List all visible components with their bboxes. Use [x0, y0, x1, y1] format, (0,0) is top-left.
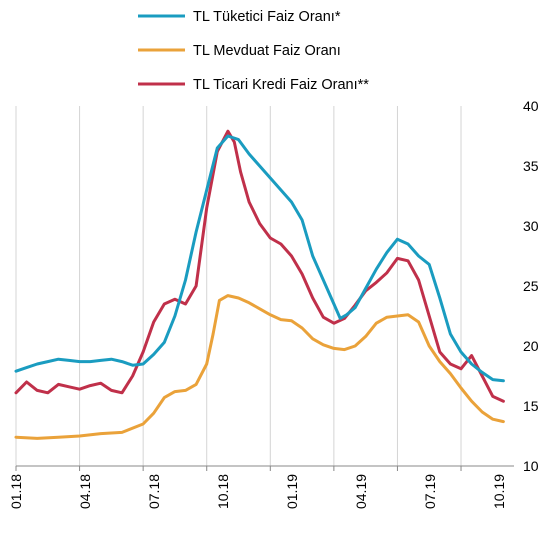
y-tick-label: 15 — [523, 398, 539, 414]
x-tick-label: 07.18 — [146, 474, 162, 509]
series-line-commercial — [14, 129, 505, 403]
legend-label-deposit: TL Mevduat Faiz Oranı — [193, 43, 341, 59]
x-tick-label: 04.18 — [77, 474, 93, 509]
series-line-consumer — [14, 134, 505, 383]
legend-label-commercial: TL Ticari Kredi Faiz Oranı** — [193, 77, 369, 93]
y-tick-label: 20 — [523, 338, 539, 354]
y-tick-label: 10 — [523, 458, 539, 474]
series-line-deposit — [14, 294, 505, 440]
x-tick-label: 04.19 — [353, 474, 369, 509]
y-tick-label: 30 — [523, 218, 539, 234]
x-axis: 01.18 04.18 07.18 10.18 01.19 04.19 07.1… — [8, 474, 507, 509]
x-tick-label: 10.19 — [491, 474, 507, 509]
y-axis: 10 15 20 25 30 35 40 — [523, 98, 539, 474]
series-group — [14, 129, 505, 440]
y-tick-label: 25 — [523, 278, 539, 294]
x-tick-label: 10.18 — [215, 474, 231, 509]
x-tick-label: 07.19 — [422, 474, 438, 509]
grid — [15, 106, 462, 471]
legend-label-consumer: TL Tüketici Faiz Oranı* — [193, 9, 341, 25]
y-tick-label: 40 — [523, 98, 539, 114]
x-tick-label: 01.18 — [8, 474, 24, 509]
legend: TL Tüketici Faiz Oranı* TL Mevduat Faiz … — [138, 9, 369, 93]
y-tick-label: 35 — [523, 158, 539, 174]
x-tick-label: 01.19 — [284, 474, 300, 509]
